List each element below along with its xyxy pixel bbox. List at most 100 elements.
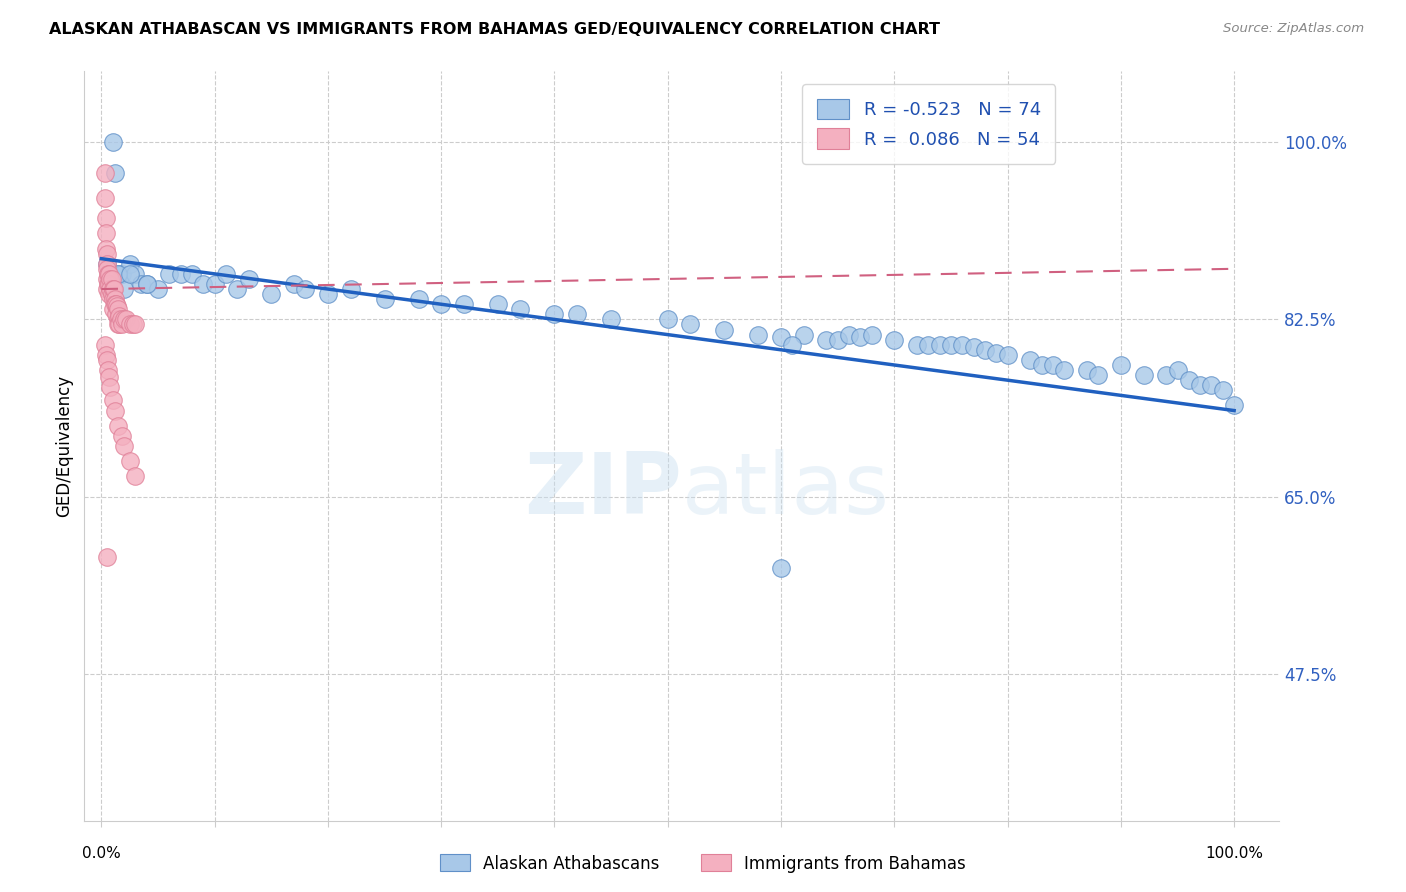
Point xyxy=(108,318,131,332)
Point xyxy=(118,318,141,332)
Point xyxy=(104,166,127,180)
Point xyxy=(950,337,973,351)
Point xyxy=(283,277,305,291)
Point xyxy=(1201,378,1223,392)
Point xyxy=(124,318,146,332)
Point xyxy=(747,327,769,342)
Point xyxy=(104,297,127,311)
Point xyxy=(838,327,860,342)
Point xyxy=(339,282,361,296)
Point xyxy=(135,277,157,291)
Point xyxy=(204,277,226,291)
Point xyxy=(118,267,141,281)
Point xyxy=(905,337,928,351)
Point xyxy=(104,403,127,417)
Point xyxy=(294,282,316,296)
Point xyxy=(146,282,169,296)
Point xyxy=(96,272,118,286)
Point xyxy=(157,267,180,281)
Text: 100.0%: 100.0% xyxy=(1205,846,1263,861)
Point xyxy=(107,312,129,326)
Point xyxy=(1031,358,1053,372)
Point xyxy=(100,272,122,286)
Point xyxy=(100,287,122,301)
Point xyxy=(101,135,124,149)
Point xyxy=(96,550,118,565)
Point xyxy=(1166,363,1188,377)
Point xyxy=(374,292,396,306)
Point xyxy=(509,302,531,317)
Point xyxy=(129,277,152,291)
Point xyxy=(135,277,157,291)
Point xyxy=(226,282,249,296)
Point xyxy=(96,353,118,368)
Point xyxy=(849,329,872,343)
Point xyxy=(1019,353,1042,368)
Legend: Alaskan Athabascans, Immigrants from Bahamas: Alaskan Athabascans, Immigrants from Bah… xyxy=(433,847,973,880)
Point xyxy=(105,307,128,321)
Point xyxy=(98,370,121,384)
Point xyxy=(486,297,509,311)
Point xyxy=(94,211,117,226)
Point xyxy=(928,337,950,351)
Point xyxy=(815,333,838,347)
Text: atlas: atlas xyxy=(682,450,890,533)
Point xyxy=(215,267,238,281)
Point xyxy=(103,282,125,296)
Text: ALASKAN ATHABASCAN VS IMMIGRANTS FROM BAHAMAS GED/EQUIVALENCY CORRELATION CHART: ALASKAN ATHABASCAN VS IMMIGRANTS FROM BA… xyxy=(49,22,941,37)
Point xyxy=(94,242,117,256)
Point xyxy=(1053,363,1076,377)
Point xyxy=(96,257,118,271)
Point xyxy=(453,297,475,311)
Point xyxy=(408,292,430,306)
Point xyxy=(657,312,679,326)
Point xyxy=(101,393,124,408)
Text: Source: ZipAtlas.com: Source: ZipAtlas.com xyxy=(1223,22,1364,36)
Point xyxy=(112,312,135,326)
Point xyxy=(110,312,132,326)
Point xyxy=(105,299,128,313)
Point xyxy=(100,282,122,296)
Point xyxy=(98,287,121,301)
Point xyxy=(118,454,141,468)
Point xyxy=(101,292,124,306)
Point xyxy=(974,343,997,357)
Point xyxy=(107,267,129,281)
Point xyxy=(107,267,129,281)
Point xyxy=(111,318,134,332)
Point xyxy=(769,329,792,343)
Point xyxy=(104,292,127,306)
Point xyxy=(94,227,117,241)
Point xyxy=(1042,358,1064,372)
Point xyxy=(96,261,118,276)
Point xyxy=(105,297,128,311)
Point xyxy=(193,277,215,291)
Point xyxy=(100,272,122,286)
Point xyxy=(94,166,117,180)
Point xyxy=(111,267,134,281)
Point xyxy=(101,282,124,296)
Point xyxy=(238,272,260,286)
Point xyxy=(107,302,129,317)
Point xyxy=(96,257,118,271)
Point xyxy=(124,469,146,483)
Point xyxy=(97,363,120,377)
Point xyxy=(97,267,120,281)
Point xyxy=(122,318,145,332)
Point xyxy=(827,333,849,347)
Point xyxy=(98,277,121,291)
Point xyxy=(1189,378,1212,392)
Point xyxy=(115,312,138,326)
Point xyxy=(1132,368,1154,383)
Point xyxy=(107,418,129,433)
Point xyxy=(430,297,453,311)
Point xyxy=(108,310,131,324)
Point xyxy=(782,337,804,351)
Point xyxy=(94,191,117,205)
Point xyxy=(679,318,702,332)
Point xyxy=(1154,368,1177,383)
Point xyxy=(111,429,134,443)
Point xyxy=(1087,368,1109,383)
Point xyxy=(793,327,815,342)
Point xyxy=(98,267,121,281)
